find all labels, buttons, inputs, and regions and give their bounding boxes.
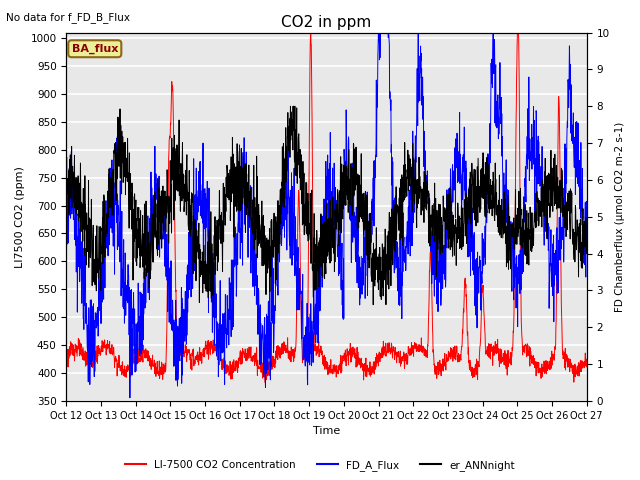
Text: BA_flux: BA_flux	[72, 44, 118, 54]
X-axis label: Time: Time	[313, 426, 340, 436]
Y-axis label: LI7500 CO2 (ppm): LI7500 CO2 (ppm)	[15, 166, 25, 268]
Text: No data for f_FD_B_Flux: No data for f_FD_B_Flux	[6, 12, 131, 23]
Title: CO2 in ppm: CO2 in ppm	[282, 15, 372, 30]
Y-axis label: FD Chamberflux (μmol CO2 m-2 s-1): FD Chamberflux (μmol CO2 m-2 s-1)	[615, 121, 625, 312]
Legend: LI-7500 CO2 Concentration, FD_A_Flux, er_ANNnight: LI-7500 CO2 Concentration, FD_A_Flux, er…	[121, 456, 519, 475]
